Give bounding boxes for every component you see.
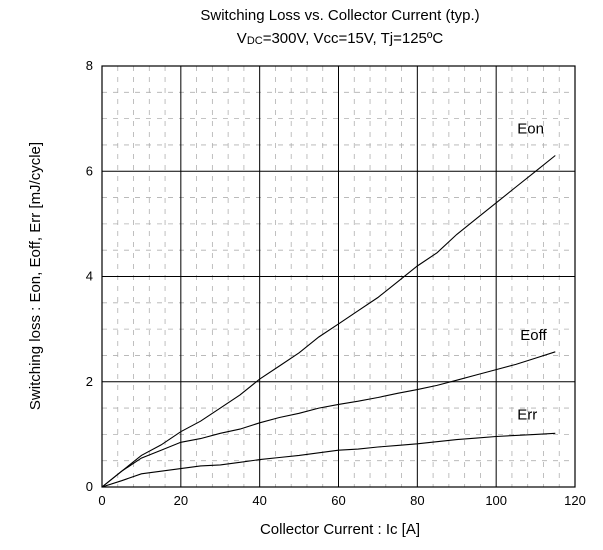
subtitle-v: V: [237, 30, 247, 47]
x-tick-label: 100: [485, 493, 507, 508]
series-line-eon: [101, 155, 556, 488]
y-tick-label: 8: [86, 58, 93, 73]
y-axis-label: Switching loss : Eon, Eoff, Err [mJ/cycl…: [27, 142, 44, 410]
x-axis-label: Collector Current : Ic [A]: [260, 521, 420, 538]
x-tick-label: 80: [410, 493, 424, 508]
x-tick-label: 40: [252, 493, 266, 508]
y-tick-label: 0: [86, 479, 93, 494]
series-line-err: [101, 432, 556, 488]
subtitle-rest: =300V, Vcc=15V, Tj=125ºC: [263, 30, 444, 47]
series-label-eon: Eon: [517, 120, 544, 137]
y-tick-labels: 0 2 4 6 8: [86, 58, 93, 494]
x-tick-label: 20: [174, 493, 188, 508]
y-tick-label: 2: [86, 374, 93, 389]
series-line-eoff: [101, 351, 556, 488]
x-tick-label: 0: [98, 493, 105, 508]
grid: [101, 65, 576, 488]
series-lines: [101, 155, 556, 488]
series-label-eoff: Eoff: [520, 327, 547, 344]
subtitle-dc: DC: [247, 35, 263, 47]
x-tick-labels: 0 20 40 60 80 100 120: [98, 493, 585, 508]
chart-title: Switching Loss vs. Collector Current (ty…: [200, 7, 479, 24]
y-tick-label: 4: [86, 269, 93, 284]
plot-frame: [101, 65, 576, 488]
series-label-err: Err: [517, 406, 537, 423]
chart-subtitle: VDC=300V, Vcc=15V, Tj=125ºC: [237, 30, 444, 47]
x-tick-label: 120: [564, 493, 586, 508]
y-tick-label: 6: [86, 163, 93, 178]
series-labels: Eon Eoff Err: [517, 120, 547, 423]
x-tick-label: 60: [331, 493, 345, 508]
